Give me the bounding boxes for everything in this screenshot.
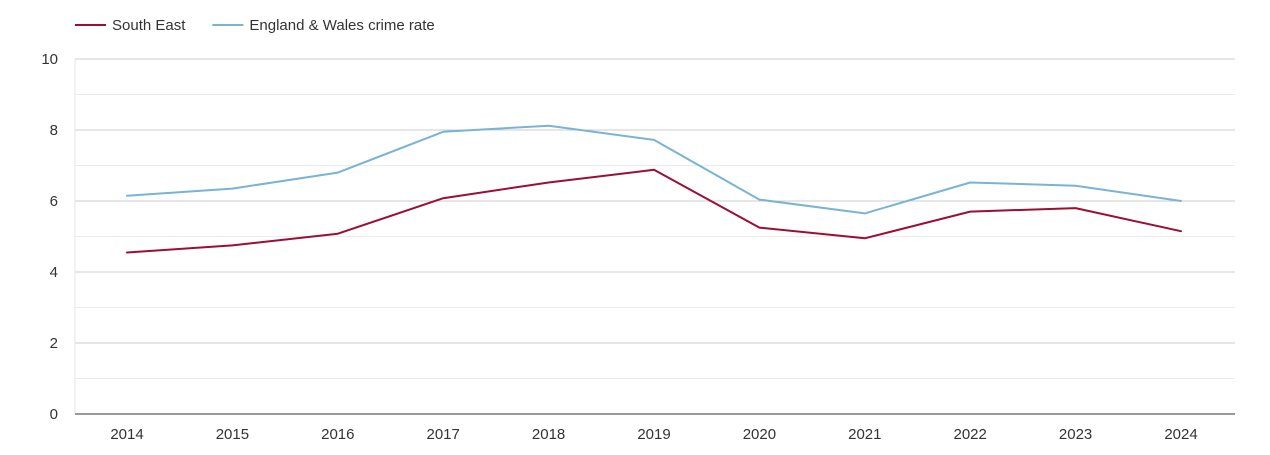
legend: South East England & Wales crime rate [75,17,435,34]
series-lines [126,124,1182,254]
y-tick-label: 2 [50,335,58,352]
x-tick-label: 2020 [743,426,776,443]
y-tick-label: 10 [41,51,58,68]
y-tick-label: 8 [50,122,58,139]
x-tick-label: 2019 [637,426,670,443]
x-tick-label: 2017 [427,426,460,443]
y-tick-label: 6 [50,193,58,210]
x-tick-label: 2021 [848,426,881,443]
gridlines [75,58,1235,379]
legend-label: England & Wales crime rate [249,17,434,34]
axes: 0 2 4 6 8 10 2014 2015 2016 2017 2018 2019 2020 2021 2… [41,51,1235,443]
y-tick-label: 0 [50,406,58,423]
series-line-south-east [126,168,1182,254]
x-tick-label: 2018 [532,426,565,443]
x-tick-label: 2016 [321,426,354,443]
x-tick-label: 2014 [110,426,143,443]
legend-label: South East [112,17,186,34]
y-tick-label: 4 [50,264,58,281]
series-line-england-wales [126,124,1182,215]
x-tick-label: 2022 [954,426,987,443]
x-tick-label: 2015 [216,426,249,443]
x-tick-label: 2024 [1164,426,1197,443]
x-tick-label: 2023 [1059,426,1092,443]
